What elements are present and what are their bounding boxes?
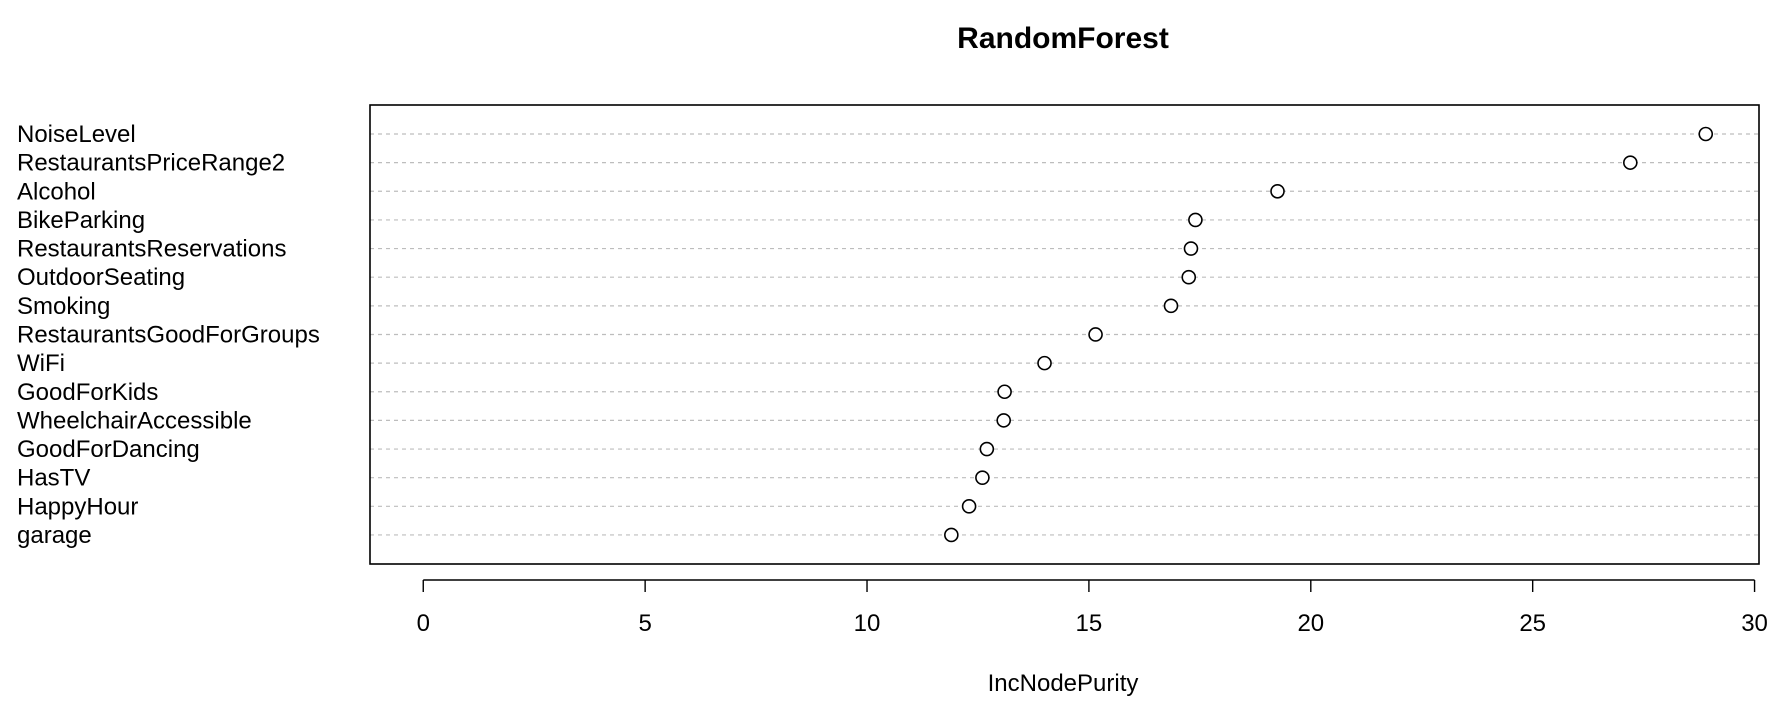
variable-label: WiFi [17, 350, 65, 377]
data-point [944, 527, 959, 543]
gridlines [370, 133, 1759, 536]
variable-label: Alcohol [17, 178, 96, 205]
data-point [1181, 269, 1197, 285]
data-point [1037, 355, 1052, 371]
data-point [975, 470, 990, 485]
data-point [1088, 327, 1103, 342]
x-tick-label: 5 [638, 610, 651, 637]
chart-title: RandomForest [957, 22, 1169, 55]
data-point [979, 441, 995, 457]
variable-label: RestaurantsReservations [17, 236, 286, 263]
data-point [1188, 212, 1203, 228]
variable-label: Smoking [17, 293, 110, 320]
plot-frame [369, 104, 1760, 565]
data-points [944, 126, 1714, 543]
data-point [1270, 183, 1285, 199]
variable-labels: NoiseLevelRestaurantsPriceRange2AlcoholB… [17, 121, 320, 549]
data-point [961, 499, 977, 514]
x-tick-label: 15 [1076, 610, 1103, 637]
x-tick-label: 10 [854, 610, 881, 637]
data-point [996, 413, 1012, 428]
variable-label: GoodForKids [17, 379, 158, 406]
variable-label: BikeParking [17, 207, 145, 234]
x-tick-label: 25 [1519, 610, 1546, 637]
x-tick-label: 20 [1297, 610, 1324, 637]
variable-label: HasTV [17, 465, 90, 492]
variable-label: OutdoorSeating [17, 264, 185, 291]
variable-label: HappyHour [17, 493, 138, 520]
data-point [1163, 298, 1179, 314]
data-point [997, 384, 1012, 400]
variable-label: NoiseLevel [17, 121, 136, 148]
variable-label: RestaurantsPriceRange2 [17, 150, 285, 177]
x-tick-label: 30 [1741, 610, 1768, 637]
data-point [1183, 241, 1199, 256]
variable-label: garage [17, 522, 92, 549]
variable-label: WheelchairAccessible [17, 407, 252, 434]
variable-label: RestaurantsGoodForGroups [17, 321, 320, 348]
variable-label: GoodForDancing [17, 436, 200, 463]
x-tick-label: 0 [417, 610, 430, 637]
data-point [1623, 155, 1638, 170]
x-axis: 0 5 10 15 20 25 30 [417, 579, 1768, 637]
x-axis-title: IncNodePurity [988, 670, 1139, 697]
data-point [1698, 126, 1714, 142]
